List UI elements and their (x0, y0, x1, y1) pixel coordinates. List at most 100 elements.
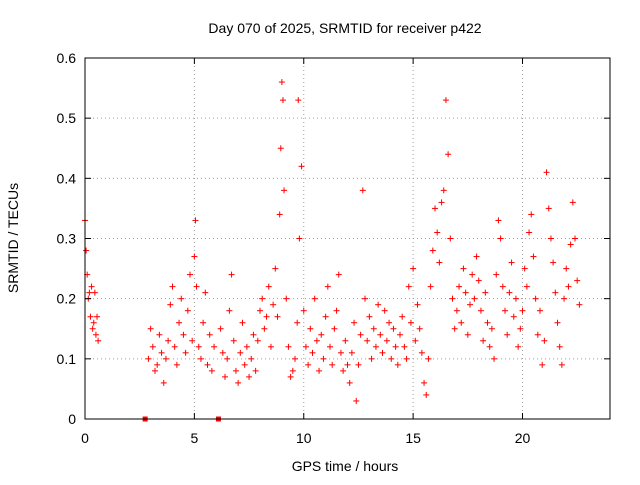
data-point (397, 331, 403, 338)
ticks-layer (84, 57, 610, 420)
data-point (278, 79, 285, 86)
data-point (370, 325, 377, 332)
data-point (197, 355, 204, 362)
data-point (392, 343, 399, 350)
data-point (410, 265, 417, 272)
data-point (475, 277, 482, 284)
data-point (211, 343, 218, 350)
data-point (495, 217, 502, 224)
data-point (265, 283, 272, 290)
data-point (383, 337, 390, 344)
data-point (226, 307, 233, 314)
data-point (193, 283, 200, 290)
data-point (451, 325, 458, 332)
data-point (537, 307, 543, 314)
data-point (91, 289, 98, 296)
data-point (298, 163, 305, 170)
data-point (147, 325, 154, 332)
data-point (162, 355, 169, 362)
data-point (281, 187, 288, 194)
data-point (277, 145, 284, 152)
data-point (526, 229, 533, 236)
data-point (377, 331, 384, 338)
data-point (243, 343, 250, 350)
data-point (279, 97, 286, 104)
data-point (239, 319, 246, 326)
y-tick-label: 0.6 (57, 50, 77, 66)
data-point (545, 205, 552, 212)
data-point (351, 319, 358, 326)
data-point (331, 325, 338, 332)
data-point (267, 343, 274, 350)
data-point (499, 283, 506, 290)
data-point (366, 313, 373, 320)
data-point (235, 379, 242, 386)
data-point (502, 307, 508, 314)
data-point (556, 343, 563, 350)
data-point (519, 307, 526, 314)
x-tick-label: 15 (405, 430, 421, 446)
data-point (152, 367, 158, 374)
data-point (208, 367, 215, 374)
data-point (508, 259, 515, 266)
data-point (427, 283, 434, 290)
data-point (381, 307, 388, 314)
data-point (285, 343, 292, 350)
y-tick-label: 0.4 (57, 170, 77, 186)
data-point (160, 379, 167, 386)
data-point (512, 295, 519, 302)
data-point (418, 349, 425, 356)
data-point (407, 319, 414, 326)
data-point (543, 169, 550, 176)
data-point (192, 217, 199, 224)
data-point (94, 313, 101, 320)
data-point (521, 265, 528, 272)
data-point (92, 331, 99, 338)
data-point (87, 313, 94, 320)
data-point (169, 283, 176, 290)
data-point (491, 355, 498, 362)
data-point (176, 319, 183, 326)
data-point (469, 271, 476, 278)
data-point (248, 355, 255, 362)
data-point (217, 325, 224, 332)
data-point (523, 283, 530, 290)
data-point (86, 289, 93, 296)
data-point (368, 355, 375, 362)
x-tick-label: 0 (81, 430, 89, 446)
y-tick-label: 0.3 (57, 231, 77, 247)
data-point (206, 331, 213, 338)
y-tick-label: 0 (68, 411, 76, 427)
data-point (515, 343, 522, 350)
data-point (539, 361, 546, 368)
data-point (337, 349, 344, 356)
data-point (261, 325, 268, 332)
data-point (189, 337, 196, 344)
data-point (550, 259, 557, 266)
data-point (296, 235, 303, 242)
data-point (355, 361, 362, 368)
data-point (379, 349, 386, 356)
x-tick-label: 5 (190, 430, 198, 446)
data-point (497, 235, 504, 242)
data-point (202, 289, 209, 296)
data-point (90, 319, 97, 326)
data-point (232, 367, 239, 374)
data-point (89, 325, 96, 332)
data-point (313, 337, 320, 344)
data-point (561, 295, 568, 302)
data-point (302, 343, 309, 350)
data-point (386, 319, 393, 326)
data-point (180, 331, 187, 338)
data-point (482, 289, 489, 296)
data-point (399, 313, 406, 320)
data-point (488, 325, 495, 332)
y-tick-label: 0.5 (57, 110, 77, 126)
data-point (362, 295, 368, 302)
data-point (272, 265, 279, 272)
data-point (156, 331, 163, 338)
data-point (447, 235, 454, 242)
data-point (195, 343, 202, 350)
data-point (429, 247, 436, 254)
